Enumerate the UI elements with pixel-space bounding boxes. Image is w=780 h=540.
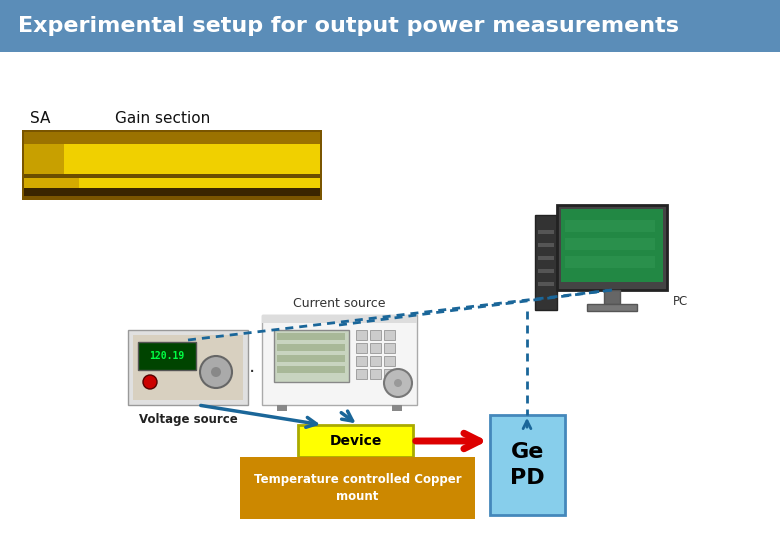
Circle shape <box>394 379 402 387</box>
Bar <box>384 330 395 340</box>
Bar <box>24 132 320 192</box>
Bar <box>557 205 667 290</box>
Text: Current source: Current source <box>292 297 385 310</box>
Bar <box>24 188 320 196</box>
Circle shape <box>211 367 221 377</box>
Circle shape <box>200 356 232 388</box>
Text: PC: PC <box>673 295 688 308</box>
Bar <box>370 369 381 379</box>
Bar <box>604 290 620 304</box>
Bar <box>565 256 655 268</box>
Bar <box>538 269 554 273</box>
Bar <box>128 330 248 405</box>
Text: SA: SA <box>30 111 51 126</box>
Bar <box>384 356 395 366</box>
Bar <box>356 330 367 340</box>
Text: Ge
PD: Ge PD <box>510 442 544 488</box>
Bar <box>274 330 349 382</box>
Text: Device: Device <box>329 434 381 448</box>
Bar <box>356 369 367 379</box>
Bar <box>561 209 663 282</box>
Bar <box>392 405 402 411</box>
Bar <box>384 369 395 379</box>
Bar <box>277 355 345 362</box>
Circle shape <box>143 375 157 389</box>
Bar <box>277 366 345 373</box>
Bar <box>240 457 475 519</box>
Circle shape <box>384 369 412 397</box>
Bar <box>538 230 554 234</box>
Bar <box>565 238 655 250</box>
Bar <box>565 220 655 232</box>
Bar <box>0 0 780 52</box>
Bar <box>370 343 381 353</box>
Bar <box>262 315 417 323</box>
Bar <box>22 130 322 200</box>
Bar <box>24 144 64 174</box>
Bar <box>24 174 320 178</box>
Bar <box>277 333 345 340</box>
Text: Temperature controlled Copper
mount: Temperature controlled Copper mount <box>254 472 461 503</box>
Text: Gain section: Gain section <box>115 111 211 126</box>
Bar <box>370 356 381 366</box>
Bar <box>138 342 196 370</box>
Bar <box>356 343 367 353</box>
Bar <box>262 315 417 405</box>
Bar <box>298 425 413 457</box>
Bar <box>277 405 287 411</box>
Text: .: . <box>249 357 255 376</box>
Bar <box>384 343 395 353</box>
Bar <box>587 304 637 311</box>
Bar <box>277 344 345 351</box>
Text: Experimental setup for output power measurements: Experimental setup for output power meas… <box>18 16 679 36</box>
Bar <box>490 415 565 515</box>
Bar <box>24 132 320 144</box>
Bar <box>535 215 557 310</box>
Bar <box>24 174 79 190</box>
Bar <box>538 256 554 260</box>
Text: 120.19: 120.19 <box>150 351 185 361</box>
Bar <box>538 282 554 286</box>
Bar <box>538 243 554 247</box>
Bar <box>370 330 381 340</box>
Bar <box>133 335 243 400</box>
Bar <box>356 356 367 366</box>
Text: Voltage source: Voltage source <box>139 413 237 426</box>
